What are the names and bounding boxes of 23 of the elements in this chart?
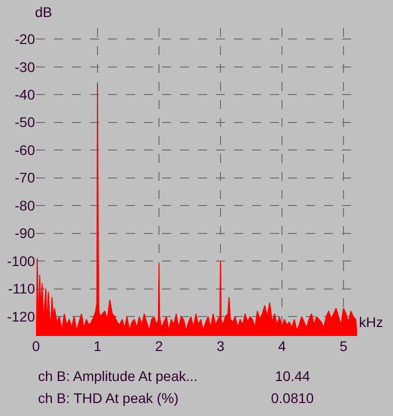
y-tick-label: -120	[6, 308, 36, 324]
x-tick-label: 1	[94, 338, 102, 354]
x-tick-label: 5	[340, 338, 348, 354]
text: ch B: Amplitude At peak...	[38, 368, 198, 384]
y-axis-title: dB	[35, 4, 52, 20]
x-tick-label: 0	[32, 338, 40, 354]
y-tick-label: -50	[14, 114, 36, 130]
text: ch B: THD At peak (%)	[38, 390, 179, 406]
y-tick-label: -80	[14, 197, 36, 214]
x-tick-label: 2	[155, 338, 164, 354]
y-tick-label: -110	[8, 280, 36, 297]
text: 0.0810	[271, 390, 314, 406]
y-tick-label: -20	[14, 31, 36, 47]
x-tick-label: 3	[216, 338, 225, 354]
y-tick-label: -90	[14, 225, 36, 242]
text: 10.44	[275, 368, 310, 384]
y-tick-label: -30	[14, 58, 36, 75]
y-tick-label: -60	[14, 142, 36, 158]
y-tick-label: -70	[14, 170, 36, 186]
x-tick-label: 4	[278, 338, 286, 354]
y-tick-label: -100	[6, 252, 36, 269]
y-tick-label: -40	[14, 86, 36, 102]
x-axis-title: kHz	[359, 314, 384, 330]
